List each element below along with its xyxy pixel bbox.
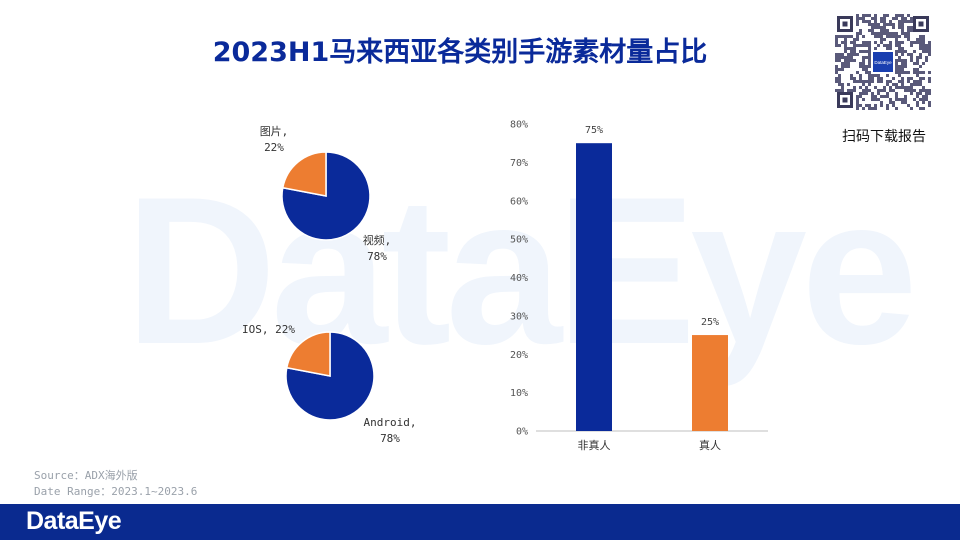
pie2-label-android-name: Android, (363, 416, 417, 429)
y-tick-label: 10% (510, 388, 528, 399)
y-tick-label: 30% (510, 311, 528, 322)
footer-logo: DataEye (26, 507, 122, 535)
y-tick-label: 20% (510, 350, 528, 361)
y-tick-label: 0% (516, 427, 528, 438)
pie-chart-material-type (281, 151, 371, 241)
x-category-label: 非真人 (578, 438, 611, 452)
qr-pattern (835, 14, 931, 110)
pie1-label-video-name: 视频, (362, 234, 392, 247)
source-note: Source：ADX海外版 Date Range：2023.1~2023.6 (34, 468, 197, 500)
qr-code: DataEye (835, 14, 931, 110)
footer-bar: DataEye (0, 504, 960, 540)
date-range-line: Date Range：2023.1~2023.6 (34, 485, 198, 498)
pie2-label-ios: IOS, 22% (242, 323, 295, 336)
qr-finder-bottom-left (837, 92, 853, 108)
qr-label: 扫码下载报告 (842, 129, 926, 145)
pie1-label-image-name: 图片, (259, 125, 289, 138)
pie2-label-android-value: 78% (380, 432, 400, 445)
bar-1 (692, 335, 728, 431)
bar-0 (576, 143, 612, 431)
pie1-label-image: 图片, 22% (252, 124, 296, 156)
source-line: Source：ADX海外版 (34, 469, 138, 482)
page-title: 2023H1马来西亚各类别手游素材量占比 (212, 37, 708, 68)
y-tick-label: 60% (510, 196, 528, 207)
qr-logo-text: DataEye (874, 60, 892, 65)
bar-data-label: 25% (701, 317, 719, 328)
bar-chart-real-person: 0% 10% 20% 30% 40% 50% 60% 70% 80% 75% 非真人 25% 真人 (510, 120, 768, 452)
pie2-slice-1 (285, 331, 331, 377)
pie1-label-video-value: 78% (367, 250, 387, 263)
pie1-slice-1 (281, 151, 327, 197)
y-tick-label: 80% (510, 120, 528, 131)
x-category-label: 真人 (699, 438, 721, 452)
y-tick-label: 50% (510, 235, 528, 246)
pie1-label-video: 视频, 78% (350, 233, 404, 265)
qr-finder-top-left (837, 16, 853, 32)
y-tick-label: 70% (510, 158, 528, 169)
qr-finder-top-right (913, 16, 929, 32)
qr-logo (873, 52, 893, 72)
y-tick-label: 40% (510, 273, 528, 284)
pie1-label-image-value: 22% (264, 141, 284, 154)
pie-chart-platform (285, 331, 375, 421)
pie2-label-android: Android, 78% (356, 415, 424, 447)
watermark: DataEye (125, 153, 918, 388)
bar-data-label: 75% (585, 125, 603, 136)
